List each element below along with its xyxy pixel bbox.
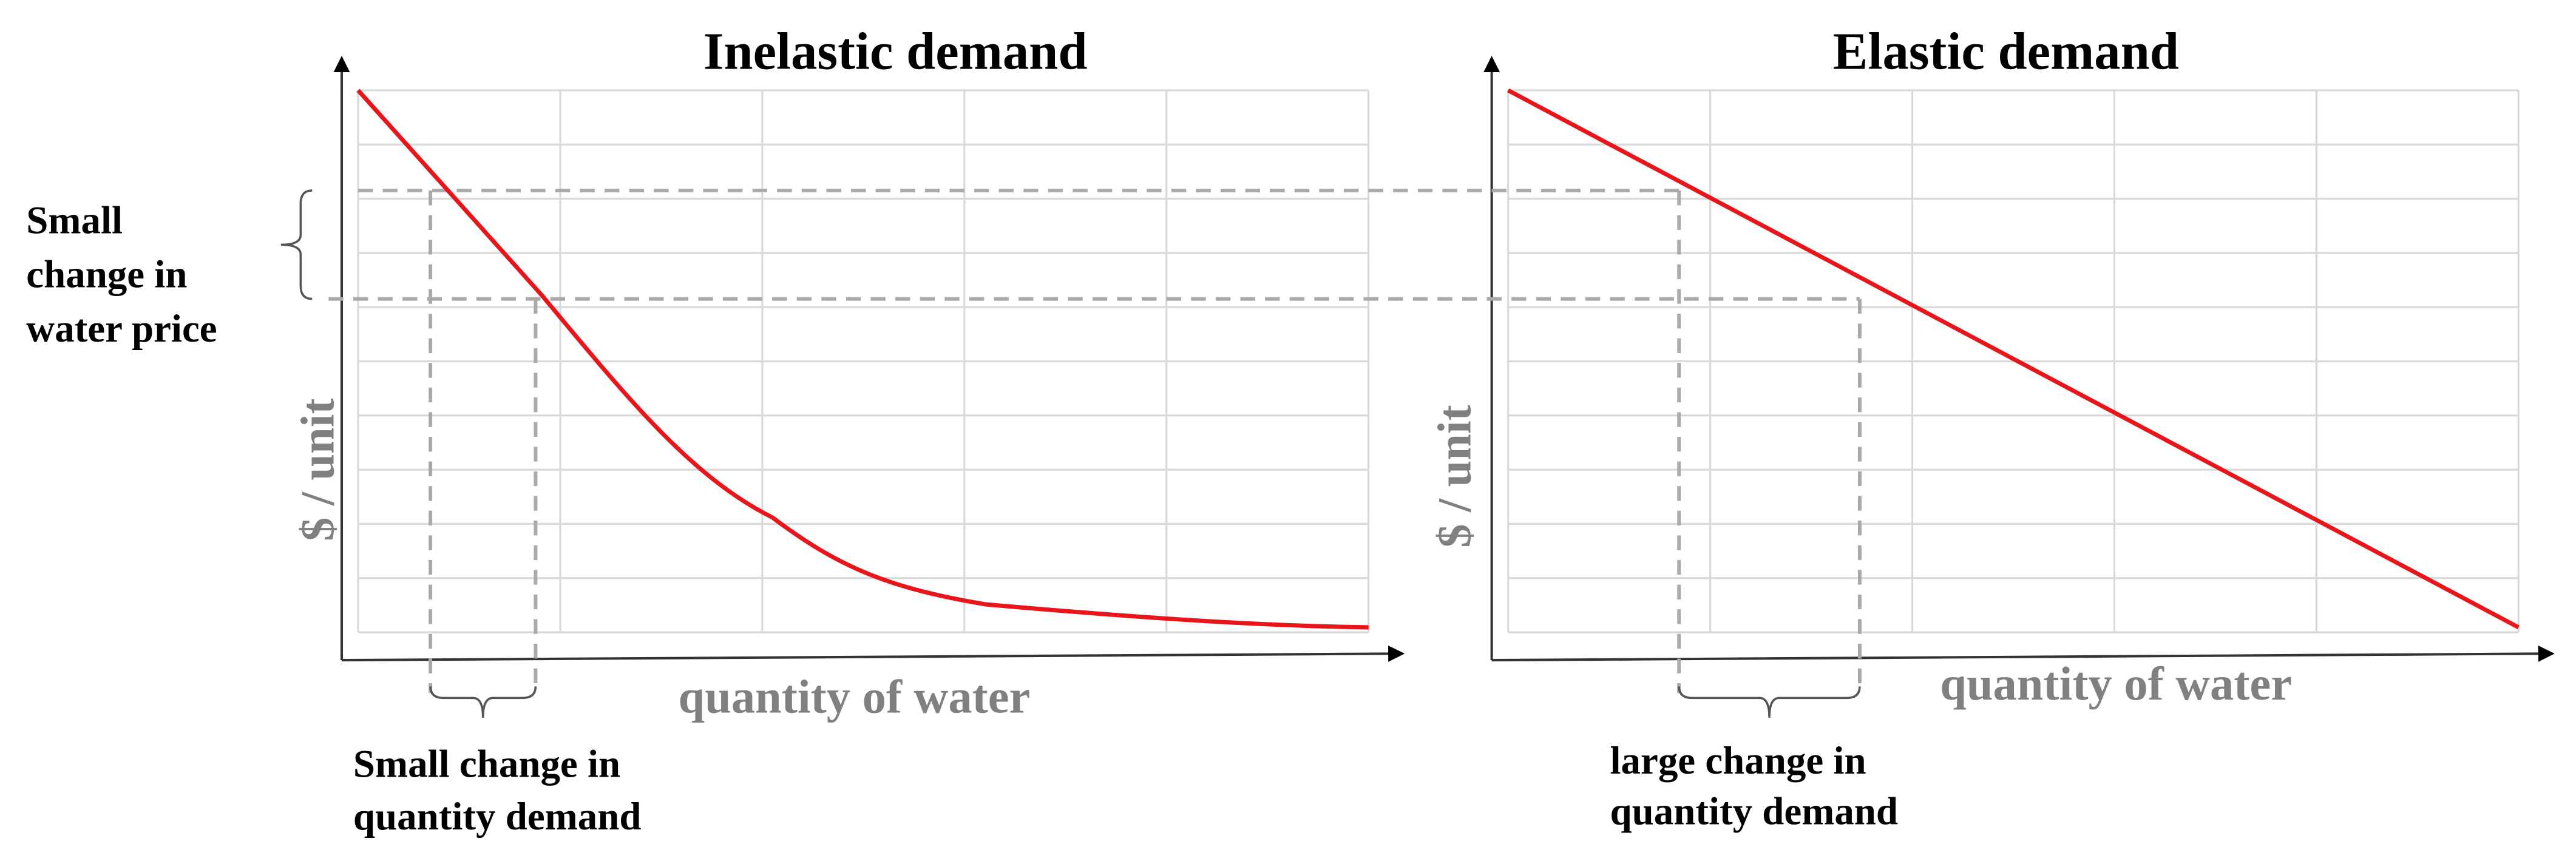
x-label: quantity of water [679, 670, 1031, 723]
grid-left [357, 89, 1370, 633]
annotation: Small change in [353, 742, 620, 786]
annotation: quantity demand [353, 795, 642, 839]
y-label: $ / unit [291, 398, 344, 541]
brace [280, 189, 313, 300]
side-annotation: change in [26, 253, 187, 297]
annotation: large change in [1610, 739, 1866, 783]
brace [1678, 686, 1861, 718]
demand-curve [1507, 88, 2520, 630]
grid-right [1507, 89, 2520, 633]
brace [429, 686, 537, 718]
y-label: $ / unit [1428, 405, 1480, 548]
title: Elastic demand [1833, 22, 2179, 81]
x-axis [341, 645, 1405, 662]
x-label: quantity of water [1940, 657, 2292, 710]
x-axis [1491, 645, 2555, 662]
side-annotation: water price [26, 307, 217, 351]
guide-lines [328, 189, 1862, 694]
side-annotation: Small [26, 198, 123, 242]
title: Inelastic demand [703, 22, 1088, 81]
demand-curve [356, 89, 1369, 630]
annotation: quantity demand [1610, 790, 1899, 834]
